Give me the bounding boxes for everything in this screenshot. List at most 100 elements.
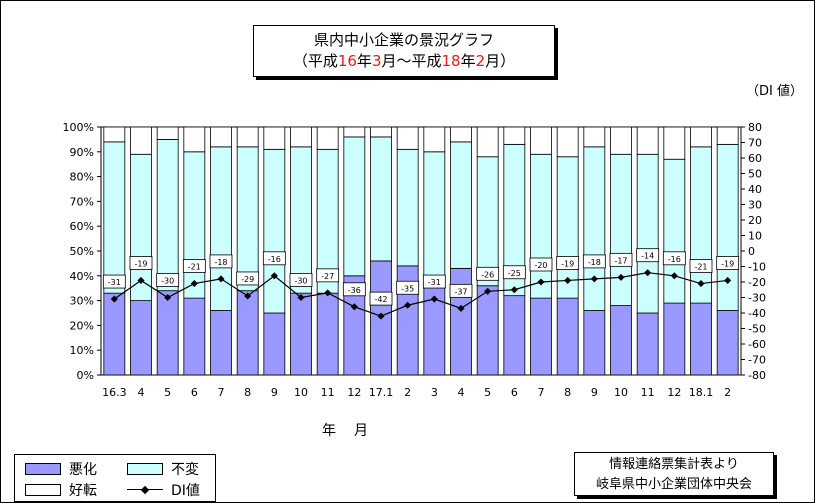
bar-worse [636,312,659,376]
x-tick-label: 17.1 [369,386,394,399]
di-data-label: -30 [294,277,307,286]
di-point [697,280,705,288]
bar-better [636,126,659,155]
legend-item-better: 好転 [25,480,97,500]
bar-better [343,126,366,138]
bar-worse [556,297,579,376]
bar-better [370,126,392,138]
di-point [324,289,332,297]
di-data-label: -25 [508,269,521,278]
di-line [113,272,728,317]
di-point [537,278,545,286]
bar-same [530,153,552,299]
bar-same [423,151,446,277]
legend-swatch-same [127,463,163,475]
legend-item-worse: 悪化 [25,459,97,479]
right-axis-tick-label: 20 [748,214,762,227]
bar-better [450,126,472,143]
bar-better [103,126,126,143]
left-axis-tick-label: 20% [70,319,94,332]
bar-better [236,126,259,148]
bar-worse [476,285,499,376]
di-point [270,272,278,280]
x-tick-label: 8 [244,386,251,399]
di-point [670,272,678,280]
di-point [244,292,252,300]
bar-worse [316,292,339,376]
di-data-label: -36 [348,286,361,295]
bar-better [156,126,179,140]
bar-better [690,126,712,148]
di-point [617,273,625,281]
x-tick-label: 2 [724,386,731,399]
di-data-label-box [156,273,180,287]
right-axis-tick-label: -20 [748,276,766,289]
di-point [110,295,118,303]
left-axis-tick-label: 90% [70,146,94,159]
di-point [190,280,198,288]
di-data-label: -31 [108,278,121,287]
legend-swatch-worse [25,463,61,475]
x-axis-title: 年 月 [322,423,370,439]
chart-title: 県内中小企業の景況グラフ （平成16年3月～平成18年2月） [253,25,555,77]
di-data-label-box [449,283,473,298]
bar-worse [210,310,232,376]
di-data-label-box [662,251,686,266]
bar-worse [183,297,206,376]
di-unit-label: （DI 値） [746,84,803,99]
bar-same [290,146,312,294]
legend: 悪化 不変 好転 DI値 [14,454,216,502]
di-point [484,287,492,295]
bar-same [103,141,126,294]
bar-worse [130,300,152,376]
bar-worse [103,292,126,376]
x-tick-label: 10 [614,386,628,399]
bar-better [183,126,206,153]
x-tick-label: 9 [271,386,278,399]
x-tick-label: 3 [431,386,438,399]
bar-better [290,126,312,148]
bar-worse [716,310,739,376]
di-data-label-box [396,280,420,295]
bar-worse [236,290,259,376]
di-data-label: -16 [668,255,681,264]
di-data-label: -20 [534,261,547,270]
di-point [590,275,598,283]
right-axis-tick-label: 60 [748,152,762,165]
x-tick-label: 10 [294,386,308,399]
di-point [724,276,732,284]
bar-worse [423,275,446,376]
bar-better [530,126,552,155]
right-axis-tick-label: -40 [748,307,766,320]
di-data-label-box [422,274,446,289]
left-axis-tick-label: 50% [70,245,94,258]
di-data-label-box [289,273,313,287]
bar-same [610,153,632,306]
di-point [564,276,572,284]
bar-worse [530,297,552,376]
right-axis-tick-label: 40 [748,183,762,196]
di-data-label: -35 [401,284,414,293]
bar-better [610,126,632,155]
di-data-label: -19 [561,259,574,268]
di-data-label: -37 [454,287,467,296]
x-tick-label: 9 [591,386,598,399]
right-axis-tick-label: 30 [748,199,762,212]
di-data-label-box [182,259,206,273]
di-data-label: -18 [214,258,227,267]
di-data-label-box [609,252,633,267]
di-data-label-box [316,268,340,283]
left-axis-tick-label: 60% [70,220,94,233]
left-axis-tick-label: 30% [70,295,94,308]
di-point [644,269,652,277]
di-point [350,303,358,311]
di-data-label: -31 [428,278,441,287]
di-data-label: -30 [161,277,174,286]
di-data-label: -18 [588,258,601,267]
source-line1: 情報連絡票集計表より [609,457,739,472]
left-axis-tick-label: 10% [70,344,94,357]
di-point [297,293,305,302]
right-axis-tick-label: 0 [748,245,755,258]
di-data-label-box [636,248,660,263]
bar-better [423,126,446,153]
